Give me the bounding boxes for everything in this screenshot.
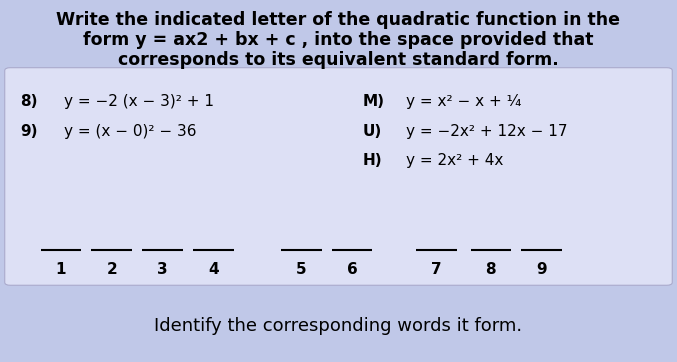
Text: y = −2 (x − 3)² + 1: y = −2 (x − 3)² + 1 (64, 94, 215, 109)
Text: M): M) (362, 94, 384, 109)
Text: form y = ax2 + bx + c , into the space provided that: form y = ax2 + bx + c , into the space p… (83, 31, 594, 49)
Text: Write the indicated letter of the quadratic function in the: Write the indicated letter of the quadra… (56, 11, 621, 29)
Text: 9): 9) (20, 123, 38, 139)
Text: 2: 2 (106, 262, 117, 277)
Text: 8): 8) (20, 94, 38, 109)
Text: Identify the corresponding words it form.: Identify the corresponding words it form… (154, 317, 523, 335)
Text: 4: 4 (208, 262, 219, 277)
Text: 9: 9 (536, 262, 547, 277)
Text: U): U) (362, 123, 381, 139)
Text: 1: 1 (56, 262, 66, 277)
Text: y = x² − x + ¹⁄₄: y = x² − x + ¹⁄₄ (406, 94, 521, 109)
Text: corresponds to its equivalent standard form.: corresponds to its equivalent standard f… (118, 51, 559, 69)
Text: H): H) (362, 153, 382, 168)
Text: y = (x − 0)² − 36: y = (x − 0)² − 36 (64, 123, 197, 139)
Text: 7: 7 (431, 262, 442, 277)
Text: y = 2x² + 4x: y = 2x² + 4x (406, 153, 504, 168)
Text: 5: 5 (296, 262, 307, 277)
Text: 8: 8 (485, 262, 496, 277)
Text: y = −2x² + 12x − 17: y = −2x² + 12x − 17 (406, 123, 568, 139)
FancyBboxPatch shape (5, 68, 672, 285)
Text: 6: 6 (347, 262, 357, 277)
Text: 3: 3 (157, 262, 168, 277)
